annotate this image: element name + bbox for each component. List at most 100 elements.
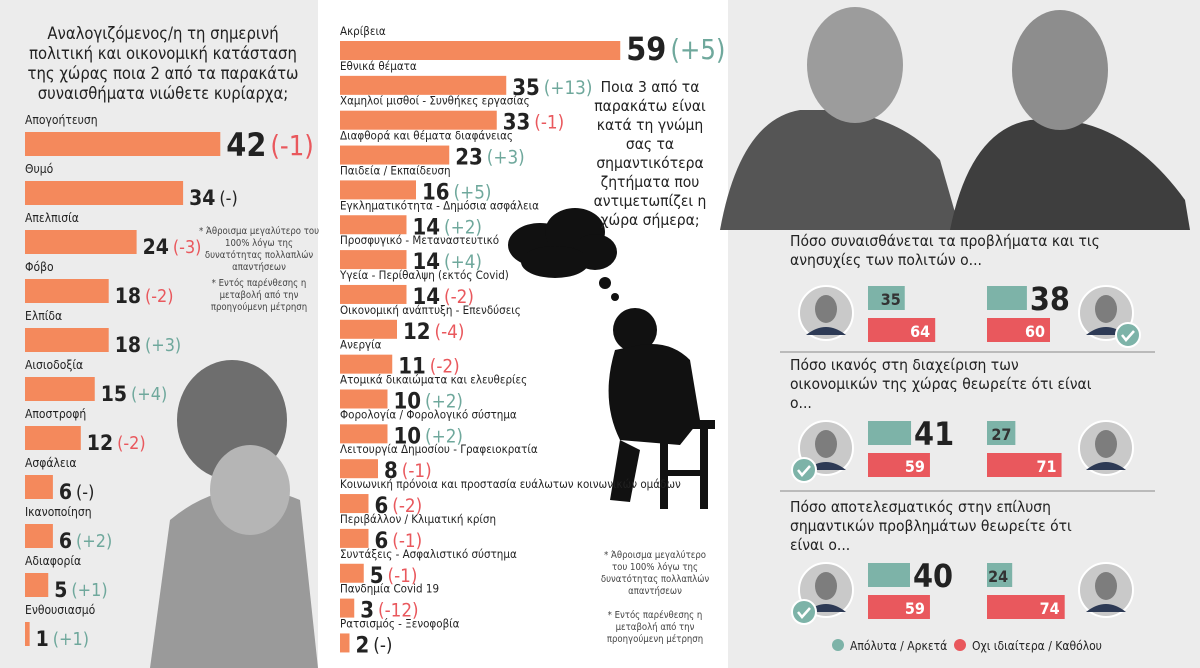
change-label: (-2)	[392, 496, 422, 517]
change-label: (-1)	[270, 131, 313, 162]
value-label: 12	[87, 431, 113, 455]
photo	[720, 7, 1190, 230]
value-label: 14	[413, 285, 441, 310]
bar	[868, 595, 930, 619]
bar	[868, 453, 930, 477]
check-icon	[791, 599, 817, 625]
value-label: 23	[455, 146, 483, 171]
bar	[25, 328, 109, 352]
bar	[25, 475, 53, 499]
value-label: 60	[1025, 322, 1045, 341]
change-label: (-1)	[534, 113, 564, 134]
value-label: 38	[1030, 280, 1070, 318]
category-label: Ελπίδα	[25, 309, 62, 323]
value-label: 41	[914, 415, 954, 453]
category-label: Υγεία - Περίθαλψη (εκτός Covid)	[339, 268, 509, 282]
bar	[340, 494, 369, 514]
value-label: 24	[988, 567, 1008, 586]
check-icon	[797, 465, 811, 477]
bar	[25, 132, 221, 156]
category-label: Προσφυγικό - Μεταναστευτικό	[340, 233, 499, 247]
bar	[25, 622, 30, 646]
value-label: 27	[991, 425, 1011, 444]
value-label: 35	[512, 76, 540, 101]
category-label: Αποστροφή	[25, 407, 86, 421]
bar	[340, 633, 350, 653]
bar	[987, 318, 1050, 342]
change-label: (+3)	[487, 148, 525, 169]
value-label: 11	[398, 355, 426, 380]
value-label: 74	[1040, 599, 1060, 618]
bar	[340, 319, 397, 339]
category-label: Διαφθορά και θέματα διαφάνειας	[340, 129, 513, 143]
category-label: Φορολογία / Φορολογικό σύστημα	[340, 407, 517, 421]
bar	[25, 524, 53, 548]
person-photo	[815, 295, 837, 323]
category-label: Συντάξεις - Ασφαλιστικό σύστημα	[340, 547, 517, 561]
change-label: (-1)	[402, 461, 432, 482]
legend-marker	[832, 639, 844, 651]
category-label: Ακρίβεια	[340, 24, 386, 38]
category-label: Φόβο	[25, 260, 54, 274]
bar	[25, 377, 95, 401]
check-icon	[797, 607, 811, 619]
category-label: Θυμό	[25, 162, 54, 176]
change-label: (+1)	[71, 580, 107, 601]
bar	[25, 181, 184, 205]
change-label: (-2)	[145, 286, 174, 307]
value-label: 5	[370, 564, 384, 589]
value-label: 40	[913, 557, 953, 595]
category-label: Ανεργία	[340, 338, 382, 352]
value-label: 3	[360, 599, 374, 624]
category-label: Αισιοδοξία	[25, 358, 83, 372]
bar	[340, 598, 355, 618]
change-label: (-2)	[430, 357, 460, 378]
legend-marker	[954, 639, 966, 651]
note: * Εντός παρένθεσης η μεταβολή από την πρ…	[606, 610, 704, 645]
category-label: Κοινωνική πρόνοια και προστασία ευάλωτων…	[340, 477, 681, 491]
change-label: (+5)	[454, 182, 492, 203]
bar	[868, 563, 910, 587]
value-label: 59	[905, 457, 925, 476]
note: * Εντός παρένθεσης η μεταβολή από την πρ…	[210, 278, 308, 313]
category-label: Ικανοποίηση	[25, 505, 92, 519]
bar	[987, 421, 1016, 445]
bar	[340, 250, 407, 270]
person-photo	[815, 572, 837, 600]
category-label: Περιβάλλον / Κλιματική κρίση	[340, 512, 496, 526]
category-label: Απελπισία	[25, 211, 79, 225]
value-label: 6	[375, 529, 389, 554]
bar	[987, 453, 1062, 477]
bar	[340, 215, 407, 235]
change-label: (+2)	[76, 531, 112, 552]
value-label: 14	[413, 215, 441, 240]
bar	[987, 286, 1027, 310]
bar	[340, 145, 450, 165]
chart-title: Ποια 3 από τα παρακάτω είναι κατά τη γνώ…	[593, 78, 707, 229]
change-label: (-4)	[435, 322, 465, 343]
change-label: (+1)	[53, 629, 89, 650]
thinking-figure	[508, 208, 715, 509]
category-label: Λειτουργία Δημοσίου - Γραφειοκρατία	[340, 442, 538, 456]
bar	[340, 75, 507, 95]
value-label: 15	[101, 382, 127, 406]
change-label: (-12)	[378, 601, 419, 622]
question-title: Πόσο αποτελεσματικός στην επίλυση σημαντ…	[790, 498, 1072, 554]
bar	[987, 595, 1065, 619]
value-label: 16	[422, 180, 450, 205]
category-label: Ενθουσιασμό	[25, 603, 96, 617]
bar	[25, 426, 81, 450]
value-label: 59	[905, 599, 925, 618]
question-title: Πόσο ικανός στη διαχείριση των οικονομικ…	[790, 356, 1092, 412]
person-photo	[1086, 462, 1126, 470]
category-label: Χαμηλοί μισθοί - Συνθήκες εργασίας	[340, 94, 530, 108]
value-label: 12	[403, 320, 431, 345]
check-icon	[1115, 322, 1141, 348]
person-photo	[815, 430, 837, 458]
bar	[868, 286, 905, 310]
change-label: (+2)	[425, 426, 463, 447]
value-label: 6	[59, 529, 72, 553]
legend-label: Οχι ιδιαίτερα / Καθόλου	[972, 639, 1102, 653]
